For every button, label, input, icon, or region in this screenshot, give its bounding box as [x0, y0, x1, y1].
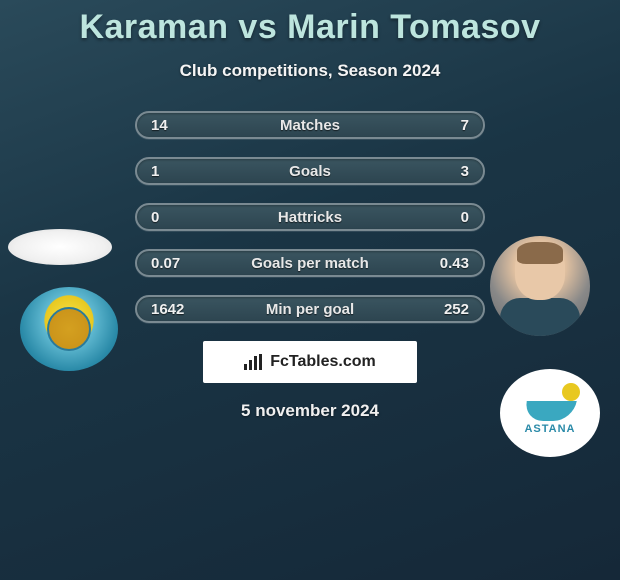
stat-label: Matches — [137, 117, 483, 134]
stat-right-value: 0 — [461, 209, 469, 226]
stat-row: 1642Min per goal252 — [135, 295, 485, 323]
stat-right-value: 0.43 — [440, 255, 469, 272]
club-left-badge — [20, 287, 118, 371]
stat-label: Goals per match — [137, 255, 483, 272]
stat-label: Min per goal — [137, 301, 483, 318]
brand-text: FcTables.com — [270, 353, 376, 371]
stat-right-value: 7 — [461, 117, 469, 134]
chart-bars-icon — [244, 354, 264, 370]
subtitle: Club competitions, Season 2024 — [0, 61, 620, 81]
stat-left-value: 14 — [151, 117, 168, 134]
player-left-avatar — [8, 229, 112, 265]
page-title: Karaman vs Marin Tomasov — [0, 8, 620, 47]
stat-left-value: 1 — [151, 163, 159, 180]
player-right-avatar — [490, 236, 590, 336]
stat-left-value: 0 — [151, 209, 159, 226]
stat-right-value: 3 — [461, 163, 469, 180]
club-right-label: ASTANA — [524, 423, 575, 435]
club-logo-icon — [525, 391, 575, 421]
stat-left-value: 1642 — [151, 301, 184, 318]
stat-row: 0Hattricks0 — [135, 203, 485, 231]
stat-left-value: 0.07 — [151, 255, 180, 272]
stat-label: Hattricks — [137, 209, 483, 226]
club-right-badge: ASTANA — [500, 369, 600, 457]
stat-row: 1Goals3 — [135, 157, 485, 185]
stat-label: Goals — [137, 163, 483, 180]
stat-right-value: 252 — [444, 301, 469, 318]
comparison-card: Karaman vs Marin Tomasov Club competitio… — [0, 0, 620, 421]
avatar-head-icon — [515, 244, 565, 300]
stat-row: 14Matches7 — [135, 111, 485, 139]
stat-row: 0.07Goals per match0.43 — [135, 249, 485, 277]
avatar-placeholder-icon — [8, 229, 112, 265]
stat-rows: 14Matches7 1Goals3 0Hattricks0 0.07Goals pe… — [135, 111, 485, 323]
stats-area: ASTANA 14Matches71Goals30Hattricks00.07G… — [0, 111, 620, 421]
brand-box[interactable]: FcTables.com — [203, 341, 417, 383]
club-badge-icon — [20, 287, 118, 371]
